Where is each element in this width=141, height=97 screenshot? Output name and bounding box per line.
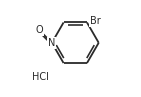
Text: HCl: HCl: [32, 72, 49, 82]
Text: Br: Br: [90, 16, 101, 26]
Text: N: N: [48, 38, 56, 48]
Text: O: O: [35, 25, 43, 35]
